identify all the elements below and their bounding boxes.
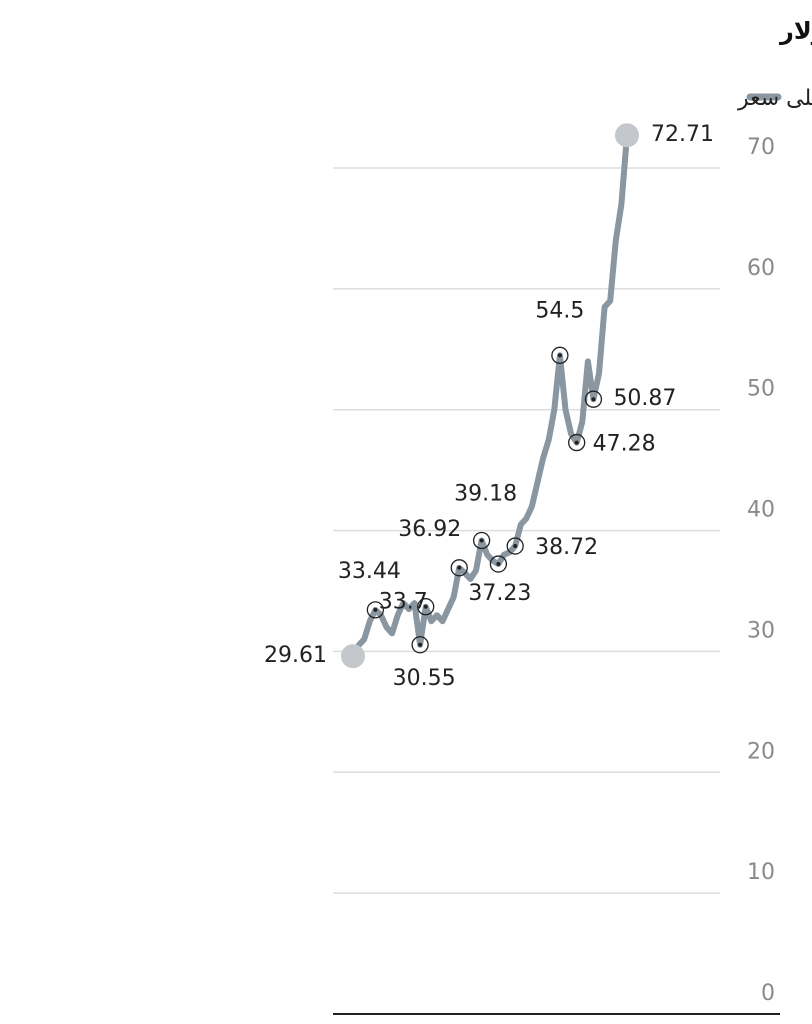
data-label: 50.87	[613, 386, 676, 411]
data-label: 54.5	[535, 298, 584, 323]
point-dot	[373, 607, 378, 612]
data-label: 33.7	[379, 590, 428, 615]
y-tick-label: 20	[747, 739, 775, 764]
data-label: 36.92	[398, 517, 461, 542]
point-marker	[450, 559, 468, 577]
point-marker	[417, 598, 435, 616]
data-label: 29.61	[264, 643, 327, 668]
point-dot	[557, 353, 562, 358]
data-label: 39.18	[454, 481, 517, 506]
y-tick-label: 70	[747, 135, 775, 160]
point-marker	[506, 537, 524, 555]
point-dot	[418, 642, 423, 647]
data-label: 37.23	[468, 581, 531, 606]
data-label: 47.28	[593, 432, 656, 457]
point-marker	[489, 555, 508, 573]
point-marker	[584, 390, 603, 408]
point-dot	[496, 562, 501, 567]
point-dot	[423, 604, 428, 609]
point-marker	[551, 346, 569, 364]
point-dot	[574, 440, 579, 445]
data-label: 72.71	[651, 122, 714, 147]
point-marker	[568, 433, 586, 452]
y-tick-label: 60	[747, 256, 775, 281]
data-label: 30.55	[393, 666, 456, 691]
point-marker	[411, 636, 429, 654]
y-tick-label: 40	[747, 498, 775, 523]
point-dot	[591, 397, 596, 402]
end-marker	[341, 644, 365, 669]
y-tick-label: 30	[747, 618, 775, 643]
point-marker	[472, 531, 491, 550]
legend-label: أعلى سعر	[737, 83, 812, 111]
y-tick-label: 50	[747, 377, 775, 402]
y-tick-label: 0	[761, 981, 775, 1006]
chart-title: أوقية/دولار	[779, 15, 812, 45]
data-label: 38.72	[535, 535, 598, 560]
series-line	[350, 134, 630, 658]
y-tick-label: 10	[747, 860, 775, 885]
point-marker	[366, 601, 385, 619]
point-dot	[457, 565, 462, 570]
point-dot	[513, 544, 518, 549]
point-dot	[479, 538, 484, 543]
data-label: 33.44	[338, 559, 401, 584]
end-marker	[615, 123, 639, 148]
